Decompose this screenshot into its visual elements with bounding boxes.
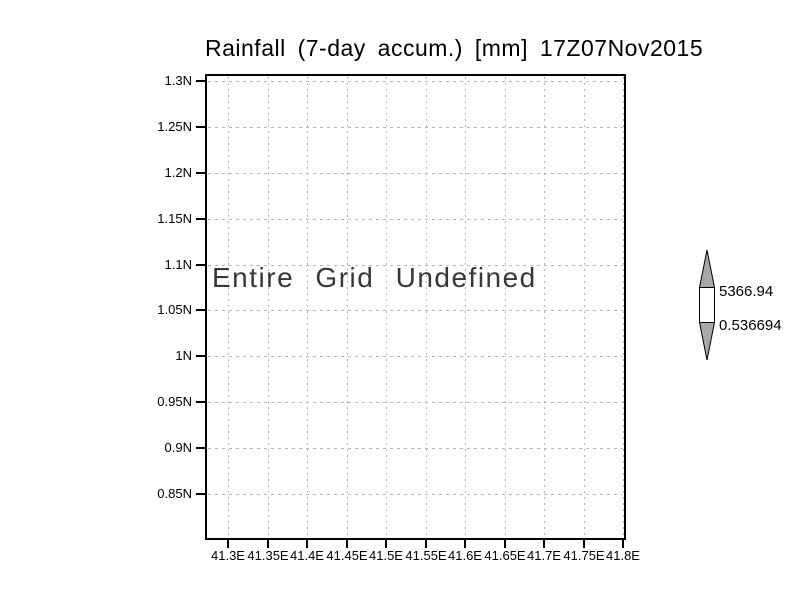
grid-line-vertical bbox=[347, 77, 348, 537]
y-axis-tick-label: 1.3N bbox=[164, 73, 192, 88]
grid-line-vertical bbox=[386, 77, 387, 537]
x-axis-tick bbox=[306, 540, 308, 548]
y-axis-tick bbox=[196, 447, 205, 449]
x-axis-tick bbox=[543, 540, 545, 548]
x-axis-tick bbox=[227, 540, 229, 548]
y-axis-tick bbox=[196, 126, 205, 128]
grid-line-horizontal bbox=[208, 356, 623, 357]
x-axis-tick-label: 41.35E bbox=[247, 548, 289, 563]
grid-line-vertical bbox=[623, 77, 624, 537]
grid-line-horizontal bbox=[208, 219, 623, 220]
grid-line-vertical bbox=[228, 77, 229, 537]
colorbar-min-label: 0.536694 bbox=[719, 317, 782, 334]
grid-line-horizontal bbox=[208, 173, 623, 174]
y-axis-tick-label: 1.1N bbox=[164, 257, 192, 272]
x-axis-tick-label: 41.75E bbox=[563, 548, 605, 563]
y-axis-tick bbox=[196, 264, 205, 266]
x-axis-tick-label: 41.4E bbox=[290, 548, 324, 563]
grid-line-horizontal bbox=[208, 402, 623, 403]
grid-line-horizontal bbox=[208, 494, 623, 495]
plot-frame bbox=[205, 74, 626, 540]
colorbar-upper-arrow-icon bbox=[698, 249, 716, 288]
y-axis-tick bbox=[196, 401, 205, 403]
grid-line-vertical bbox=[307, 77, 308, 537]
grid-line-vertical bbox=[544, 77, 545, 537]
y-axis-tick bbox=[196, 355, 205, 357]
x-axis-tick-label: 41.3E bbox=[211, 548, 245, 563]
y-axis-tick-label: 1.2N bbox=[164, 165, 192, 180]
plot-title: Rainfall (7-day accum.) [mm] 17Z07Nov201… bbox=[205, 35, 704, 61]
y-axis-tick-label: 0.85N bbox=[157, 486, 192, 501]
grid-line-horizontal bbox=[208, 265, 623, 266]
y-axis-tick bbox=[196, 172, 205, 174]
colorbar-lower-arrow-icon bbox=[698, 322, 716, 361]
x-axis-tick-label: 41.65E bbox=[484, 548, 526, 563]
grid-line-horizontal bbox=[208, 127, 623, 128]
grid-line-vertical bbox=[465, 77, 466, 537]
undefined-grid-message: Entire Grid Undefined bbox=[212, 262, 537, 293]
x-axis-tick-label: 41.45E bbox=[326, 548, 368, 563]
y-axis-tick-label: 1N bbox=[175, 348, 192, 363]
x-axis-tick bbox=[464, 540, 466, 548]
grid-line-vertical bbox=[426, 77, 427, 537]
y-axis-tick-label: 1.05N bbox=[157, 302, 192, 317]
x-axis-tick bbox=[622, 540, 624, 548]
y-axis-tick bbox=[196, 493, 205, 495]
grid-line-vertical bbox=[505, 77, 506, 537]
x-axis-tick bbox=[425, 540, 427, 548]
x-axis-tick-label: 41.8E bbox=[606, 548, 640, 563]
y-axis-tick-label: 0.95N bbox=[157, 394, 192, 409]
grid-line-vertical bbox=[268, 77, 269, 537]
colorbar-max-label: 5366.94 bbox=[719, 283, 774, 300]
x-axis-tick bbox=[385, 540, 387, 548]
x-axis-tick-label: 41.55E bbox=[405, 548, 447, 563]
grid-line-vertical bbox=[584, 77, 585, 537]
y-axis-tick bbox=[196, 309, 205, 311]
y-axis-tick-label: 0.9N bbox=[164, 440, 192, 455]
y-axis-tick bbox=[196, 218, 205, 220]
y-axis-tick-label: 1.15N bbox=[157, 211, 192, 226]
colorbar bbox=[698, 249, 716, 361]
x-axis-tick bbox=[504, 540, 506, 548]
y-axis-tick bbox=[196, 80, 205, 82]
grid-line-horizontal bbox=[208, 81, 623, 82]
grid-line-horizontal bbox=[208, 310, 623, 311]
y-axis-tick-label: 1.25N bbox=[157, 119, 192, 134]
x-axis-tick-label: 41.6E bbox=[448, 548, 482, 563]
x-axis-tick-label: 41.5E bbox=[369, 548, 403, 563]
x-axis-tick bbox=[346, 540, 348, 548]
colorbar-value-box bbox=[699, 287, 715, 323]
x-axis-tick bbox=[583, 540, 585, 548]
x-axis-tick bbox=[267, 540, 269, 548]
x-axis-tick-label: 41.7E bbox=[527, 548, 561, 563]
grid-line-horizontal bbox=[208, 448, 623, 449]
